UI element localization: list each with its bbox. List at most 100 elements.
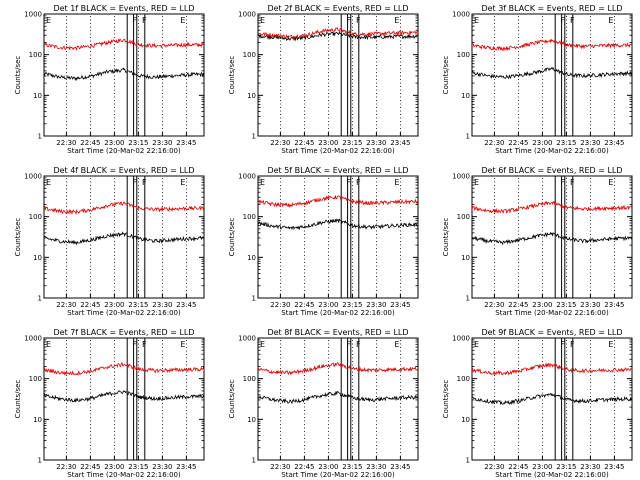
x-tick-label: 22:30 [270, 139, 290, 147]
y-tick-label: 1000 [452, 11, 470, 19]
x-tick-label: 23:00 [104, 463, 124, 471]
flag-marker: F [142, 340, 147, 349]
events-series-line [257, 218, 419, 231]
x-tick-label: 22:30 [270, 463, 290, 471]
flag-marker: F [132, 16, 137, 25]
panel-title: Det 1f BLACK = Events, RED = LLD [53, 4, 194, 13]
detector-panel-6: Det 6f BLACK = Events, RED = LLD 1 10 100 10… [442, 166, 633, 317]
detector-panel-1: Det 1f BLACK = Events, RED = LLD 1 10 100 10… [14, 4, 205, 155]
x-tick-label: 23:45 [604, 301, 624, 309]
detector-panel-4: Det 4f BLACK = Events, RED = LLD 1 10 100 10… [14, 166, 205, 317]
x-tick-label: 23:15 [556, 301, 576, 309]
y-tick-label: 10 [247, 92, 256, 100]
detector-panel-2: Det 2f BLACK = Events, RED = LLD 1 10 100 10… [228, 4, 419, 155]
x-tick-label: 23:30 [580, 463, 600, 471]
flag-marker: F [132, 340, 137, 349]
y-tick-label: 10 [461, 254, 470, 262]
y-axis-label: Counts/sec [228, 380, 236, 419]
x-tick-label: 23:45 [390, 463, 410, 471]
x-tick-label: 22:30 [270, 301, 290, 309]
detector-panel-3: Det 3f BLACK = Events, RED = LLD 1 10 100 10… [442, 4, 633, 155]
x-tick-label: 23:45 [176, 463, 196, 471]
y-axis-label: Counts/sec [14, 380, 22, 419]
flag-marker: F [346, 178, 351, 187]
flag-marker: E [180, 340, 185, 349]
x-tick-label: 22:45 [508, 139, 528, 147]
y-axis-label: Counts/sec [442, 380, 450, 419]
x-tick-label: 22:45 [80, 463, 100, 471]
lld-series-line [471, 362, 633, 376]
flag-marker: E [474, 340, 479, 349]
events-series-line [43, 231, 205, 246]
x-tick-label: 23:15 [556, 463, 576, 471]
flag-marker: E [608, 340, 613, 349]
x-tick-label: 22:45 [294, 301, 314, 309]
flag-marker: E [260, 340, 265, 349]
x-axis-label: Start Time (20-Mar-02 22:16:00) [281, 471, 395, 479]
x-tick-label: 23:30 [366, 301, 386, 309]
x-tick-label: 23:15 [128, 463, 148, 471]
events-series-line [471, 392, 633, 406]
events-series-line [43, 390, 205, 403]
plot-frame [257, 337, 419, 461]
x-tick-label: 22:30 [56, 139, 76, 147]
plot-frame [471, 13, 633, 137]
x-tick-label: 23:00 [104, 301, 124, 309]
x-tick-label: 22:45 [80, 139, 100, 147]
flag-marker: E [394, 178, 399, 187]
x-tick-label: 23:45 [176, 139, 196, 147]
flag-marker: E [394, 16, 399, 25]
lld-series-line [43, 201, 205, 215]
y-tick-label: 10 [247, 416, 256, 424]
y-tick-label: 100 [457, 51, 470, 59]
lld-series-line [257, 362, 419, 376]
panel-title: Det 3f BLACK = Events, RED = LLD [481, 4, 622, 13]
y-tick-label: 1 [466, 295, 470, 303]
y-axis-label: Counts/sec [442, 218, 450, 257]
flag-marker: F [560, 340, 565, 349]
x-tick-label: 23:00 [318, 463, 338, 471]
x-tick-label: 22:30 [56, 463, 76, 471]
panel-title: Det 7f BLACK = Events, RED = LLD [53, 328, 194, 337]
flag-marker: E [46, 16, 51, 25]
panel-title: Det 4f BLACK = Events, RED = LLD [53, 166, 194, 175]
flag-marker: F [142, 16, 147, 25]
y-tick-label: 1000 [24, 11, 42, 19]
y-tick-label: 100 [457, 213, 470, 221]
x-tick-label: 22:30 [56, 301, 76, 309]
x-tick-label: 23:15 [342, 463, 362, 471]
x-tick-label: 23:30 [152, 463, 172, 471]
lld-series-line [43, 38, 205, 51]
detector-panel-5: Det 5f BLACK = Events, RED = LLD 1 10 100 10… [228, 166, 419, 317]
flag-marker: E [260, 16, 265, 25]
x-tick-label: 23:45 [390, 139, 410, 147]
events-series-line [471, 66, 633, 80]
x-tick-label: 23:45 [604, 463, 624, 471]
x-tick-label: 23:15 [342, 301, 362, 309]
y-tick-label: 1000 [238, 335, 256, 343]
flag-marker: F [570, 16, 575, 25]
flag-marker: F [356, 178, 361, 187]
y-tick-label: 100 [243, 51, 256, 59]
detector-panel-9: Det 9f BLACK = Events, RED = LLD 1 10 100 10… [442, 328, 633, 479]
y-axis-label: Counts/sec [228, 218, 236, 257]
x-tick-label: 23:00 [104, 139, 124, 147]
y-tick-label: 100 [29, 213, 42, 221]
x-axis-label: Start Time (20-Mar-02 22:16:00) [495, 309, 609, 317]
x-tick-label: 23:30 [152, 301, 172, 309]
flag-marker: E [180, 16, 185, 25]
flag-marker: E [46, 178, 51, 187]
panel-title: Det 8f BLACK = Events, RED = LLD [267, 328, 408, 337]
x-axis-label: Start Time (20-Mar-02 22:16:00) [67, 147, 181, 155]
x-axis-label: Start Time (20-Mar-02 22:16:00) [67, 309, 181, 317]
y-tick-label: 1 [466, 457, 470, 465]
lld-series-line [471, 38, 633, 52]
y-tick-label: 100 [243, 375, 256, 383]
events-series-line [471, 231, 633, 246]
y-tick-label: 1 [252, 133, 256, 141]
y-axis-label: Counts/sec [442, 56, 450, 95]
x-tick-label: 22:30 [484, 463, 504, 471]
x-tick-label: 22:45 [508, 301, 528, 309]
y-tick-label: 1 [38, 457, 42, 465]
